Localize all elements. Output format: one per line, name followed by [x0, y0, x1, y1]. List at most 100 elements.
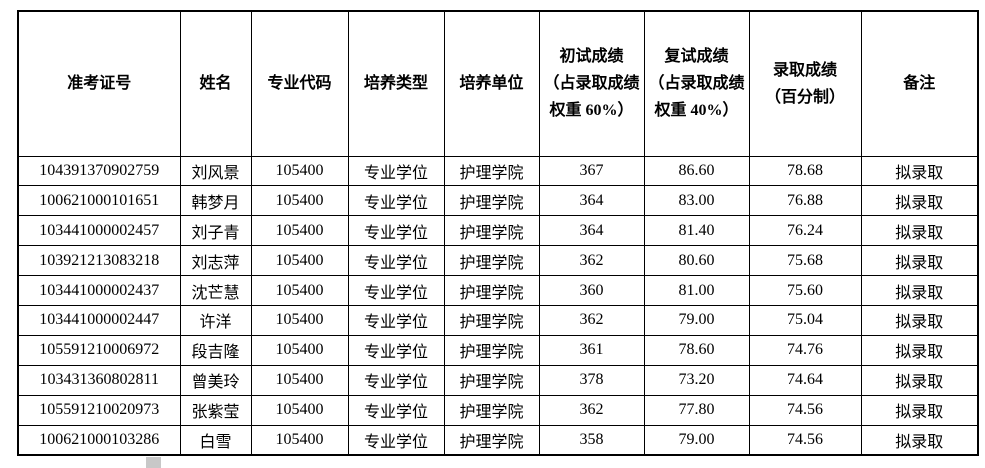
cell-exam-number: 103441000002457: [17, 215, 181, 247]
column-header-training-type: 培养类型: [347, 10, 445, 157]
table-row: 103441000002447 许洋 105400 专业学位 护理学院 362 79.00 7…: [17, 304, 979, 336]
cell-remark: 拟录取: [860, 364, 979, 396]
cell-exam-number: 103441000002437: [17, 275, 181, 306]
cell-initial-score: 364: [538, 185, 645, 217]
table-row: 103921213083218 刘志萍 105400 专业学位 护理学院 362 80.60…: [17, 245, 979, 277]
cell-training-unit: 护理学院: [443, 155, 540, 187]
cell-retest-score: 80.60: [643, 245, 750, 277]
cell-training-type: 专业学位: [347, 394, 445, 426]
cell-major-code: 105400: [250, 424, 349, 456]
cell-remark: 拟录取: [860, 394, 979, 426]
cell-training-unit: 护理学院: [443, 304, 540, 336]
table-row: 105591210006972 段吉隆 105400 专业学位 护理学院 361 78.60…: [17, 334, 979, 366]
table-row: 104391370902759 刘风景 105400 专业学位 护理学院 367 86.60…: [17, 155, 979, 187]
cell-exam-number: 103441000002447: [17, 304, 181, 336]
cell-retest-score: 77.80: [643, 394, 750, 426]
table-row: 100621000103286 白雪 105400 专业学位 护理学院 358 79.00 7…: [17, 424, 979, 456]
cell-admission-score: 75.68: [748, 245, 862, 277]
cell-training-type: 专业学位: [347, 334, 445, 366]
table-body: 104391370902759 刘风景 105400 专业学位 护理学院 367 86.60…: [17, 155, 979, 456]
cell-major-code: 105400: [250, 394, 349, 426]
table-row: 103441000002437 沈芒慧 105400 专业学位 护理学院 360 81.00…: [17, 275, 979, 306]
cell-retest-score: 86.60: [643, 155, 750, 187]
cell-exam-number: 103921213083218: [17, 245, 181, 277]
cell-training-unit: 护理学院: [443, 364, 540, 396]
cell-training-unit: 护理学院: [443, 394, 540, 426]
cell-initial-score: 362: [538, 394, 645, 426]
cell-training-unit: 护理学院: [443, 245, 540, 277]
cell-name: 许洋: [179, 304, 252, 336]
cell-exam-number: 104391370902759: [17, 155, 181, 187]
cell-name: 刘子青: [179, 215, 252, 247]
cell-name: 刘风景: [179, 155, 252, 187]
cell-training-type: 专业学位: [347, 364, 445, 396]
table-header: 准考证号 姓名 专业代码 培养类型 培养单位 初试成绩 （占录取成绩权重 60%） 复试成绩…: [17, 10, 979, 157]
cell-training-type: 专业学位: [347, 304, 445, 336]
cell-retest-score: 79.00: [643, 304, 750, 336]
cell-major-code: 105400: [250, 155, 349, 187]
cell-retest-score: 83.00: [643, 185, 750, 217]
cell-name: 段吉隆: [179, 334, 252, 366]
table-row: 103431360802811 曾美玲 105400 专业学位 护理学院 378 73.20…: [17, 364, 979, 396]
table-header-row: 准考证号 姓名 专业代码 培养类型 培养单位 初试成绩 （占录取成绩权重 60%） 复试成绩…: [17, 10, 979, 157]
cell-training-type: 专业学位: [347, 275, 445, 306]
cell-initial-score: 360: [538, 275, 645, 306]
cell-name: 白雪: [179, 424, 252, 456]
cell-retest-score: 78.60: [643, 334, 750, 366]
cell-training-unit: 护理学院: [443, 334, 540, 366]
cell-remark: 拟录取: [860, 215, 979, 247]
cell-training-type: 专业学位: [347, 155, 445, 187]
column-header-training-unit: 培养单位: [443, 10, 540, 157]
cell-initial-score: 367: [538, 155, 645, 187]
column-header-admission-score: 录取成绩 （百分制）: [748, 10, 862, 157]
cell-exam-number: 105591210006972: [17, 334, 181, 366]
cell-major-code: 105400: [250, 334, 349, 366]
cell-admission-score: 75.60: [748, 275, 862, 306]
cell-name: 刘志萍: [179, 245, 252, 277]
cell-name: 韩梦月: [179, 185, 252, 217]
cell-training-unit: 护理学院: [443, 275, 540, 306]
cell-admission-score: 74.64: [748, 364, 862, 396]
cell-training-unit: 护理学院: [443, 424, 540, 456]
cell-remark: 拟录取: [860, 275, 979, 306]
table-row: 100621000101651 韩梦月 105400 专业学位 护理学院 364 83.00…: [17, 185, 979, 217]
cell-remark: 拟录取: [860, 424, 979, 456]
cell-major-code: 105400: [250, 364, 349, 396]
cell-retest-score: 81.40: [643, 215, 750, 247]
column-header-retest-score: 复试成绩 （占录取成绩权重 40%）: [643, 10, 750, 157]
table-row: 105591210020973 张紫莹 105400 专业学位 护理学院 362 77.80…: [17, 394, 979, 426]
cell-major-code: 105400: [250, 304, 349, 336]
cell-major-code: 105400: [250, 215, 349, 247]
horizontal-scrollbar-thumb[interactable]: [146, 457, 161, 468]
cell-name: 张紫莹: [179, 394, 252, 426]
cell-name: 曾美玲: [179, 364, 252, 396]
cell-training-unit: 护理学院: [443, 215, 540, 247]
cell-admission-score: 76.24: [748, 215, 862, 247]
cell-remark: 拟录取: [860, 334, 979, 366]
cell-remark: 拟录取: [860, 185, 979, 217]
cell-retest-score: 79.00: [643, 424, 750, 456]
cell-exam-number: 105591210020973: [17, 394, 181, 426]
cell-initial-score: 362: [538, 304, 645, 336]
cell-training-unit: 护理学院: [443, 185, 540, 217]
cell-initial-score: 378: [538, 364, 645, 396]
cell-training-type: 专业学位: [347, 215, 445, 247]
cell-remark: 拟录取: [860, 155, 979, 187]
cell-remark: 拟录取: [860, 245, 979, 277]
cell-initial-score: 358: [538, 424, 645, 456]
cell-exam-number: 100621000103286: [17, 424, 181, 456]
cell-admission-score: 76.88: [748, 185, 862, 217]
cell-major-code: 105400: [250, 185, 349, 217]
admission-results-table: 准考证号 姓名 专业代码 培养类型 培养单位 初试成绩 （占录取成绩权重 60%） 复试成绩…: [17, 10, 979, 456]
cell-initial-score: 364: [538, 215, 645, 247]
column-header-exam-number: 准考证号: [17, 10, 181, 157]
cell-admission-score: 74.76: [748, 334, 862, 366]
column-header-major-code: 专业代码: [250, 10, 349, 157]
cell-major-code: 105400: [250, 245, 349, 277]
cell-exam-number: 100621000101651: [17, 185, 181, 217]
cell-initial-score: 362: [538, 245, 645, 277]
cell-remark: 拟录取: [860, 304, 979, 336]
cell-exam-number: 103431360802811: [17, 364, 181, 396]
cell-training-type: 专业学位: [347, 185, 445, 217]
